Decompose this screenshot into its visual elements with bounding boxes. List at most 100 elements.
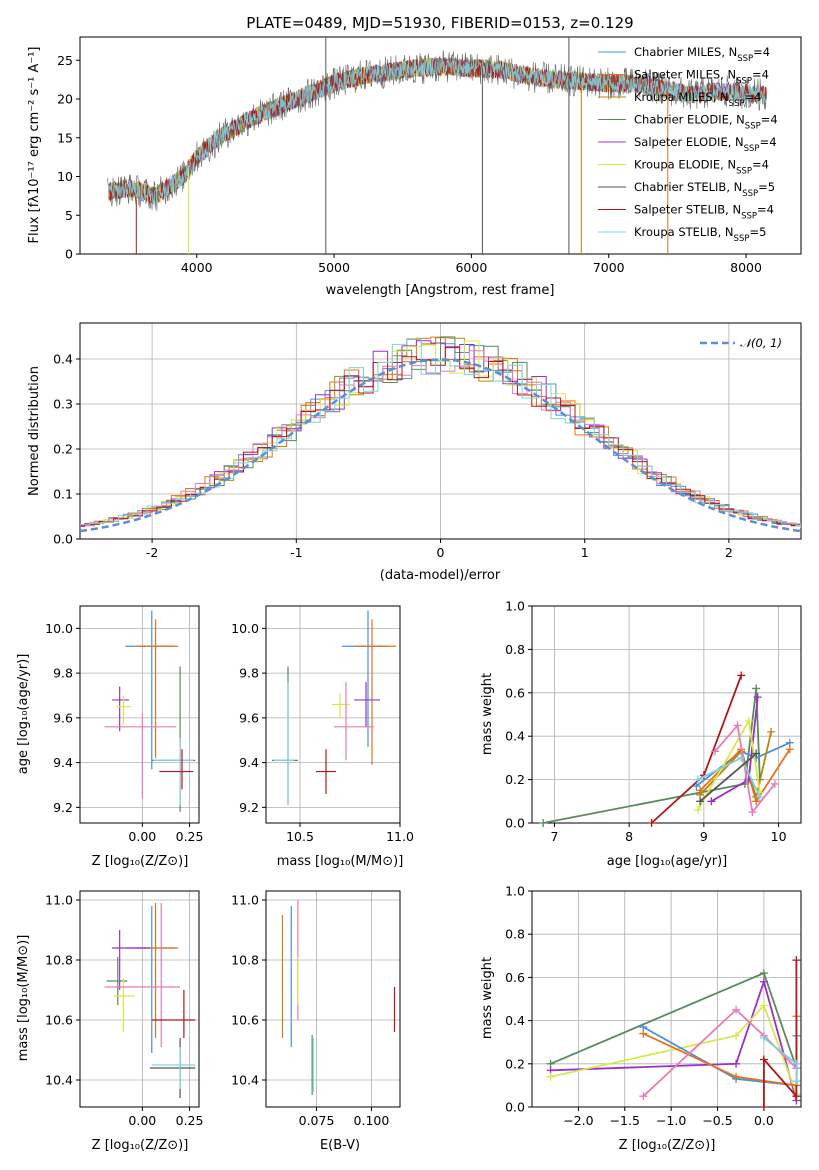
y-tick-label: 1.0 [505, 599, 525, 614]
axes-frame [265, 605, 401, 824]
weight-marker [755, 792, 764, 801]
spectrum-frame [79, 36, 802, 255]
y-tick-label: 5 [65, 208, 73, 223]
y-tick-label: 0.2 [505, 1056, 525, 1071]
weight-marker [759, 1103, 768, 1111]
y-tick-label: 0.3 [53, 397, 73, 412]
weight-marker [759, 1001, 768, 1010]
weight-marker [759, 969, 768, 978]
y-tick-label: 10.0 [45, 621, 73, 636]
weight-marker [639, 1029, 648, 1038]
x-tick-label: −0.5 [702, 1113, 732, 1128]
weight-marker [792, 1077, 801, 1086]
residual-histogram [80, 338, 801, 526]
legend-label: Kroupa ELODIE, NSSP=4 [634, 158, 769, 177]
y-tick-label: 0.2 [505, 772, 525, 787]
z-weight-panel: Z [log₁₀(Z/Z⊙)] mass weight −2.0 −1.5 −1.0… [480, 884, 802, 1153]
weight-marker [770, 779, 779, 788]
y-tick-label: 10.4 [231, 1073, 259, 1088]
legend-label-nssp: =4 [753, 45, 770, 59]
x-tick-label: 4000 [181, 260, 213, 275]
weight-marker [753, 693, 762, 702]
legend-label-sub: SSP [736, 77, 752, 87]
legend-label-sub: SSP [744, 144, 760, 154]
weight-series-line [550, 978, 798, 1101]
z-mass-xlabel: Z [log₁₀(Z/Z⊙)] [92, 1138, 189, 1153]
y-tick-label: 0.4 [53, 352, 73, 367]
x-tick-label: 7 [550, 829, 558, 844]
residual-histogram [80, 350, 801, 528]
y-tick-label: 0.8 [505, 927, 525, 942]
spectrum-series-line [108, 58, 767, 206]
spectrum-series-line [108, 57, 767, 204]
weight-marker [737, 671, 746, 680]
legend-label: Salpeter STELIB, NSSP=4 [634, 203, 774, 222]
legend-label-sub: SSP [745, 122, 761, 132]
legend-label-sub: SSP [741, 212, 757, 222]
weight-series-line [699, 747, 791, 804]
weight-marker [785, 745, 794, 754]
y-tick-label: 0.6 [505, 970, 525, 985]
y-tick-label: 0.2 [53, 442, 73, 457]
x-tick-label: 8000 [730, 260, 762, 275]
spectrum-xlabel: wavelength [Angstrom, rest frame] [326, 283, 555, 298]
y-tick-label: 0 [65, 247, 73, 262]
weight-marker [693, 805, 702, 814]
axes-frame [79, 605, 200, 824]
weight-marker [546, 1072, 555, 1081]
y-tick-label: 20 [57, 92, 73, 107]
weight-marker [732, 1005, 741, 1014]
x-tick-label: 5000 [318, 260, 350, 275]
spectrum-ylabel: Flux [fλ10⁻¹⁷ erg cm⁻² s⁻¹ A⁻¹] [27, 47, 42, 244]
weight-marker [767, 727, 776, 736]
y-tick-label: 9.8 [53, 666, 73, 681]
weight-marker [732, 1072, 741, 1081]
x-tick-label: -1 [290, 545, 302, 560]
x-tick-label: −1.5 [610, 1113, 640, 1128]
spectrum-panel: PLATE=0489, MJD=51930, FIBERID=0153, z=0… [27, 14, 802, 298]
y-tick-label: 9.2 [53, 800, 73, 815]
x-tick-label: −1.0 [656, 1113, 686, 1128]
y-tick-label: 10.6 [231, 1013, 259, 1028]
z-age-panel: Z [log₁₀(Z/Z⊙)] age [log₁₀(age/yr)] 0.00… [16, 605, 203, 869]
legend-label: Chabrier STELIB, NSSP=5 [634, 180, 775, 199]
gauss-legend-label: 𝒩(0, 1) [740, 336, 782, 350]
weight-marker [792, 1059, 801, 1068]
x-tick-label: 11.0 [386, 829, 414, 844]
x-tick-label: 6000 [455, 260, 487, 275]
y-tick-label: 25 [57, 53, 73, 68]
y-tick-label: 9.6 [53, 710, 73, 725]
weight-marker [752, 684, 761, 693]
legend-label-sub: SSP [736, 167, 752, 177]
weight-marker [759, 1033, 768, 1042]
x-tick-label: 0.00 [128, 829, 156, 844]
ebv-mass-xlabel: E(B-V) [320, 1138, 360, 1153]
z-age-ylabel: age [log₁₀(age/yr)] [16, 654, 31, 775]
y-tick-label: 0.0 [505, 1100, 525, 1115]
weight-marker [539, 819, 548, 827]
spectrum-lines [107, 37, 767, 254]
weight-marker [647, 819, 656, 827]
x-tick-label: -2 [146, 545, 158, 560]
legend-label: Chabrier MILES, NSSP=4 [634, 45, 770, 64]
x-tick-label: 0.075 [299, 1113, 335, 1128]
legend-label-nssp: =4 [752, 158, 769, 172]
x-tick-label: 8 [625, 829, 633, 844]
legend-label: Kroupa STELIB, NSSP=5 [634, 225, 766, 244]
weight-marker [639, 1092, 648, 1101]
x-tick-label: 0.00 [128, 1113, 156, 1128]
weight-marker [759, 977, 768, 986]
y-tick-label: 9.6 [239, 710, 259, 725]
x-tick-label: 10 [771, 829, 787, 844]
z-mass-panel: Z [log₁₀(Z/Z⊙)] mass [log₁₀(M/M⊙)] 0.00 0… [16, 890, 203, 1153]
y-tick-label: 10.0 [231, 621, 259, 636]
legend-label-nssp: =4 [760, 135, 777, 149]
mass-age-xlabel: mass [log₁₀(M/M⊙)] [277, 854, 404, 869]
weight-marker [693, 775, 702, 784]
weight-series-line [714, 723, 776, 815]
axes-frame [79, 322, 802, 540]
y-tick-label: 0.1 [53, 487, 73, 502]
residual-ylabel: Normed distribution [27, 366, 42, 496]
x-tick-label: 9 [700, 829, 708, 844]
weight-series-line [543, 688, 761, 824]
